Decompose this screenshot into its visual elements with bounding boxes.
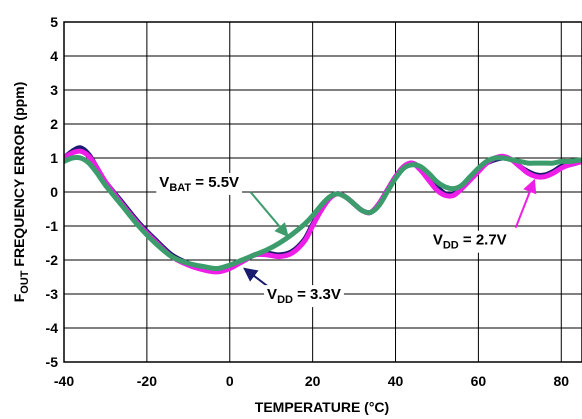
x-tick-label: -20 xyxy=(137,373,157,389)
y-tick-label: -4 xyxy=(46,320,59,336)
y-axis-title: FOUT FREQUENCY ERROR (ppm) xyxy=(11,82,31,303)
annotation-label-bg xyxy=(264,285,344,308)
x-axis-title: TEMPERATURE (°C) xyxy=(255,399,389,415)
y-tick-labels: -5 -4 -3 -2 -1 0 1 2 3 4 5 xyxy=(46,14,59,370)
label-part: V xyxy=(267,286,277,303)
label-subscript: BAT xyxy=(169,182,191,194)
label-subscript: OUT xyxy=(19,270,31,294)
annotation-label-vdd27: VDD = 2.7V xyxy=(433,232,507,252)
y-tick-label: 0 xyxy=(50,184,58,200)
x-tick-label: 0 xyxy=(226,373,234,389)
x-tick-labels: -40 -20 0 20 40 60 80 xyxy=(54,373,569,389)
y-tick-label: 5 xyxy=(50,14,58,30)
y-tick-label: -5 xyxy=(46,354,59,370)
x-tick-label: 60 xyxy=(471,373,487,389)
label-part: F xyxy=(11,293,27,302)
annotation-label-bg xyxy=(156,172,243,195)
series-lines xyxy=(64,145,582,275)
label-subscript: DD xyxy=(443,240,459,252)
x-tick-label: 20 xyxy=(305,373,321,389)
annotation-arrow-vbat xyxy=(249,191,289,238)
label-part: = 5.5V xyxy=(191,174,239,191)
label-part: = 2.7V xyxy=(459,232,507,249)
annotation-arrow-vdd27 xyxy=(514,178,537,229)
annotation-label-vdd33: VDD = 3.3V xyxy=(267,286,341,306)
x-tick-label: 40 xyxy=(388,373,404,389)
x-tick-label: -40 xyxy=(54,373,74,389)
plot-frame xyxy=(63,21,582,363)
y-tick-label: -3 xyxy=(46,286,59,302)
series-line-vdd27 xyxy=(64,148,582,275)
x-tick-label: 80 xyxy=(553,373,569,389)
annotation-label-vbat: VBAT = 5.5V xyxy=(159,174,239,194)
y-tick-label: -2 xyxy=(46,252,59,268)
series-line-vbat55 xyxy=(64,154,582,272)
y-tick-label: 1 xyxy=(50,150,58,166)
annotation-label-bg xyxy=(429,230,510,253)
label-subscript: DD xyxy=(277,294,293,306)
grid xyxy=(63,21,582,363)
label-part: V xyxy=(159,174,169,191)
label-part: FREQUENCY ERROR (ppm) xyxy=(11,82,27,271)
y-tick-label: 2 xyxy=(50,116,58,132)
label-part: = 3.3V xyxy=(293,286,341,303)
y-tick-label: 3 xyxy=(50,82,58,98)
label-part: V xyxy=(433,232,443,249)
y-tick-label: 4 xyxy=(50,48,58,64)
y-tick-label: -1 xyxy=(46,218,59,234)
